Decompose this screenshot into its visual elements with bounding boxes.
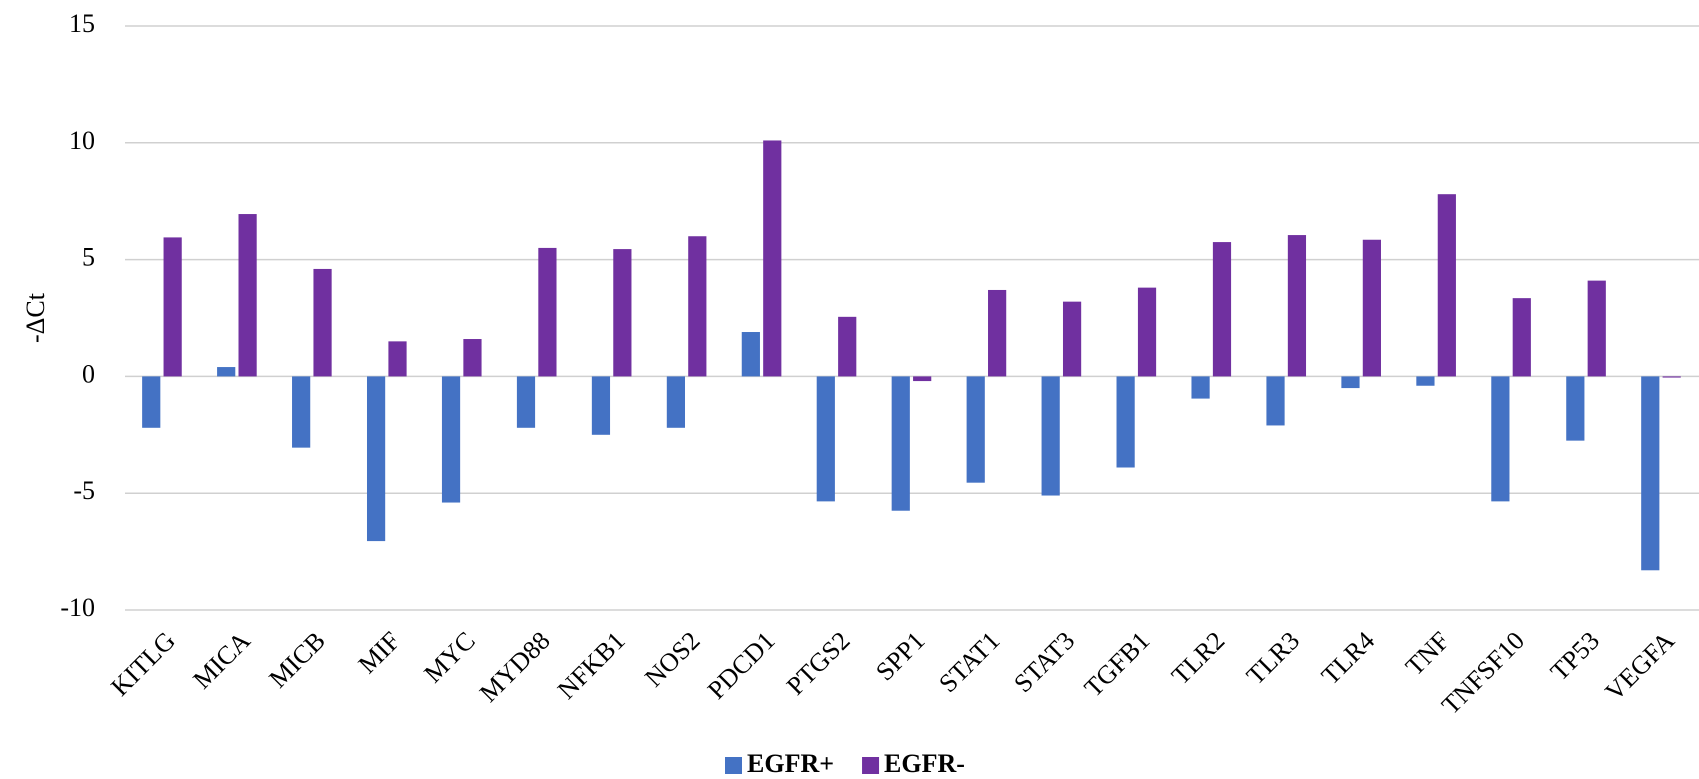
bar (1041, 376, 1060, 496)
y-tick-label: 0 (82, 359, 95, 388)
bar (1491, 376, 1510, 502)
bar (366, 376, 386, 542)
x-tick-label: MYD88 (474, 626, 556, 708)
bar (966, 376, 985, 483)
bar (1437, 194, 1456, 377)
y-tick-label: 5 (82, 243, 95, 272)
x-tick-label: NFKB1 (552, 626, 631, 705)
x-tick-label: PDCD1 (702, 626, 781, 705)
y-tick-label: 10 (69, 126, 95, 155)
bar (313, 268, 332, 377)
bar (763, 140, 782, 377)
bar (238, 214, 257, 377)
x-tick-label: NOS2 (639, 626, 705, 692)
bar (1137, 287, 1157, 377)
bar (688, 236, 707, 377)
bar (142, 376, 161, 428)
x-tick-label: SPP1 (870, 626, 930, 686)
bar (388, 341, 407, 377)
x-tick-label: KITLG (105, 626, 181, 702)
bar (1266, 376, 1285, 426)
bar (838, 316, 857, 377)
bar (891, 376, 910, 511)
bar (1341, 376, 1360, 389)
bar (538, 247, 557, 377)
x-tick-label: TP53 (1545, 626, 1605, 686)
bar (591, 376, 611, 435)
y-axis-label: -ΔCt (21, 292, 50, 343)
bar (1416, 376, 1435, 386)
y-tick-label: -10 (60, 593, 95, 622)
y-tick-label: -5 (73, 476, 95, 505)
bar (1116, 376, 1135, 468)
bar (217, 367, 236, 377)
x-tick-label: STAT1 (933, 626, 1005, 698)
x-tick-label: TLR3 (1241, 626, 1305, 690)
bar (1587, 280, 1606, 377)
x-tick-label: MYC (418, 626, 480, 688)
bar (463, 339, 482, 377)
bar (1287, 235, 1307, 377)
bar (516, 376, 536, 428)
legend-swatch (862, 757, 880, 774)
x-tick-label: MICB (263, 626, 331, 694)
bar (913, 376, 932, 382)
bar (441, 376, 461, 503)
legend-label: EGFR+ (747, 749, 834, 778)
x-tick-label: TLR4 (1316, 626, 1380, 690)
bar (1566, 376, 1585, 441)
bar (741, 332, 760, 377)
bar (1512, 298, 1531, 377)
bar (1362, 239, 1381, 377)
x-tick-label: VEGFA (1600, 626, 1681, 707)
legend-swatch (725, 757, 742, 774)
x-tick-label: STAT3 (1008, 626, 1080, 698)
x-tick-label: TLR2 (1166, 626, 1230, 690)
x-tick-label: PTGS2 (781, 626, 856, 701)
bar (163, 237, 182, 377)
x-tick-label: TGFB1 (1079, 626, 1156, 703)
bar (1662, 376, 1681, 378)
x-tick-label: TNFSF10 (1436, 626, 1530, 720)
bar (816, 376, 835, 502)
x-tick-label: TNF (1400, 626, 1455, 681)
bar (1062, 301, 1082, 377)
y-tick-label: 15 (69, 9, 95, 38)
bar (666, 376, 686, 428)
legend-label: EGFR- (884, 749, 965, 778)
bar (1641, 376, 1660, 571)
x-tick-label: MICA (187, 626, 256, 695)
x-tick-label: MIF (353, 626, 406, 679)
bar (988, 289, 1007, 377)
bar (613, 249, 632, 377)
bar (1212, 242, 1232, 377)
bar (1191, 376, 1210, 399)
bar (292, 376, 311, 448)
